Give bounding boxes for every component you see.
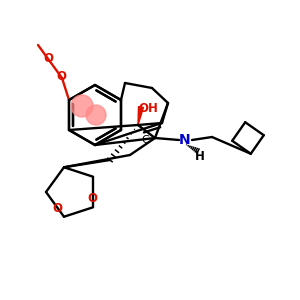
- Text: C: C: [141, 135, 149, 145]
- Text: H: H: [195, 151, 205, 164]
- Polygon shape: [138, 106, 143, 125]
- Text: O: O: [43, 52, 53, 64]
- Text: O: O: [87, 191, 97, 205]
- Text: O: O: [52, 202, 62, 214]
- Circle shape: [86, 105, 106, 125]
- Text: O: O: [56, 70, 66, 83]
- Text: N: N: [179, 133, 191, 147]
- Text: OH: OH: [138, 102, 158, 115]
- Circle shape: [71, 95, 93, 117]
